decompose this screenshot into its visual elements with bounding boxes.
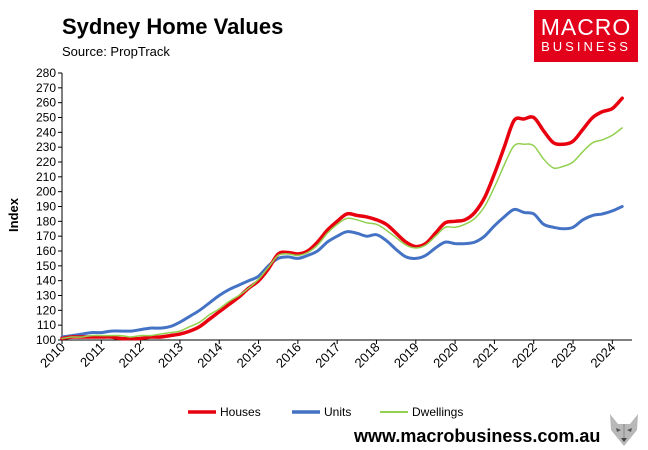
y-axis-label: Index [6,197,21,232]
y-tick-label: 130 [36,289,56,303]
x-tick-label: 2016 [273,340,304,371]
logo-line-2: BUSINESS [541,39,631,54]
y-tick-label: 140 [36,274,56,288]
y-tick-label: 250 [36,111,56,125]
x-tick-label: 2024 [587,340,618,371]
x-tick-label: 2019 [391,340,422,371]
series-line-units [60,205,624,339]
legend-label-dwellings: Dwellings [412,405,463,419]
logo-line-1: MACRO [540,14,632,40]
y-tick-label: 170 [36,229,56,243]
series-line-houses [60,96,624,341]
x-tick-label: 2013 [155,340,186,371]
x-tick-label: 2020 [430,340,461,371]
x-tick-label: 2021 [469,340,500,371]
y-tick-label: 110 [37,318,56,332]
legend-label-houses: Houses [220,405,261,419]
x-tick-label: 2014 [194,340,225,371]
y-tick-label: 280 [36,66,56,80]
macrobusiness-logo: MACRO BUSINESS [534,10,638,62]
x-tick-label: 2018 [352,340,383,371]
x-tick-label: 2022 [509,340,540,371]
y-tick-label: 120 [36,303,56,317]
x-tick-label: 2023 [548,340,579,371]
x-tick-label: 2011 [77,340,107,370]
y-tick-label: 230 [36,140,56,154]
y-tick-label: 100 [36,333,56,347]
chart-source: Source: PropTrack [62,44,170,59]
chart-axes: 1001101201301401501601701801902002102202… [36,66,632,371]
wolf-logo-icon [610,414,638,446]
y-tick-label: 240 [36,125,56,139]
y-tick-label: 210 [36,170,56,184]
y-tick-label: 190 [36,200,56,214]
y-tick-label: 150 [36,259,56,273]
legend-label-units: Units [324,405,351,419]
chart-title: Sydney Home Values [62,14,284,39]
y-tick-label: 160 [36,244,56,258]
y-tick-label: 260 [36,96,56,110]
y-tick-label: 180 [36,214,56,228]
x-tick-label: 2017 [312,340,343,371]
footer-url: www.macrobusiness.com.au [354,426,601,446]
y-tick-label: 270 [36,81,56,95]
chart-legend: Houses Units Dwellings [188,405,463,419]
x-tick-label: 2012 [116,340,147,371]
series-line-dwellings [61,127,623,340]
chart-series [60,96,624,341]
y-tick-label: 220 [36,155,56,169]
y-tick-label: 200 [36,185,56,199]
x-tick-label: 2015 [234,340,265,371]
